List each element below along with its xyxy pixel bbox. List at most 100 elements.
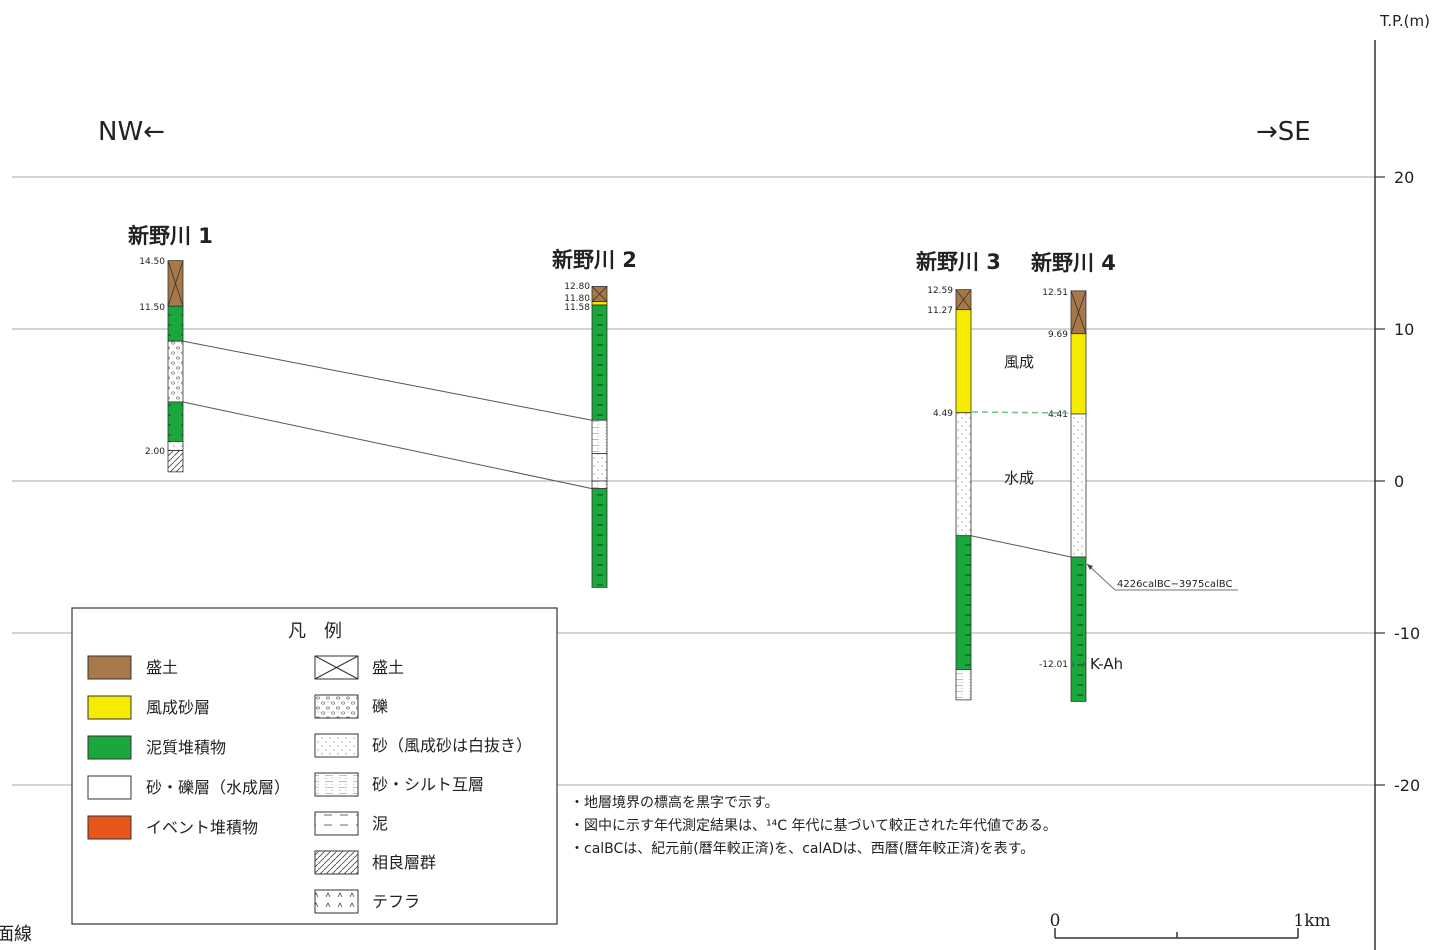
borehole-name-2: 新野川 2 bbox=[552, 248, 637, 272]
borehole-column bbox=[955, 289, 972, 701]
depth-label: 11.27 bbox=[927, 306, 953, 316]
note-line: ・地層境界の標高を黒字で示す。 bbox=[570, 794, 779, 811]
legend-label: 盛土 bbox=[146, 658, 178, 677]
note-line: ・図中に示す年代測定結果は、¹⁴C 年代に基づいて較正された年代値である。 bbox=[570, 817, 1057, 834]
layer-sand bbox=[1070, 413, 1087, 558]
layer-mud-pattern bbox=[956, 535, 971, 670]
layer-mud-pattern bbox=[168, 306, 183, 342]
depth-label: -12.01 bbox=[1039, 660, 1068, 670]
dating-arrowhead bbox=[1087, 564, 1093, 570]
axis-tick-label: 0 bbox=[1394, 472, 1404, 491]
dating-leader bbox=[1086, 563, 1116, 591]
layer-gravel bbox=[167, 340, 184, 403]
legend-title: 凡 例 bbox=[288, 621, 342, 642]
legend-pattern-sand bbox=[314, 733, 359, 758]
depth-label: 4.41 bbox=[1048, 410, 1068, 420]
depth-label: 11.50 bbox=[139, 303, 165, 313]
layer-sand bbox=[955, 412, 972, 537]
borehole-name-3: 新野川 3 bbox=[916, 250, 1001, 274]
fill-cross bbox=[591, 286, 608, 302]
legend-label: 風成砂層 bbox=[146, 698, 210, 717]
legend-swatch bbox=[87, 815, 132, 840]
fill-cross bbox=[167, 260, 184, 307]
depth-label: 2.00 bbox=[145, 447, 165, 457]
axis-tick-label: 20 bbox=[1394, 168, 1414, 187]
legend-label: 礫 bbox=[372, 697, 388, 716]
correlation-line bbox=[182, 401, 593, 490]
legend-pattern-cross bbox=[314, 655, 359, 680]
aqueous-annotation: 水成 bbox=[1004, 469, 1034, 487]
legend-swatch bbox=[87, 655, 132, 680]
depth-label: 12.80 bbox=[564, 282, 590, 292]
axis-tick-label: -20 bbox=[1394, 776, 1420, 795]
layer-sand bbox=[591, 453, 608, 482]
borehole-column bbox=[1070, 290, 1087, 702]
layer-eolian bbox=[955, 309, 972, 414]
legend-label: 相良層群 bbox=[372, 853, 436, 872]
legend-label: 泥 bbox=[372, 814, 388, 833]
layer-eolian bbox=[1070, 333, 1087, 415]
borehole-column bbox=[167, 260, 184, 473]
layer-silt bbox=[591, 480, 608, 489]
legend-label: 砂・シルト互層 bbox=[372, 775, 484, 794]
correlation-line bbox=[970, 535, 1072, 558]
scale-end: 1km bbox=[1293, 911, 1330, 931]
legend-label: 砂（風成砂は白抜き） bbox=[372, 736, 532, 755]
layer-mud-pattern bbox=[168, 401, 183, 442]
depth-label: 12.59 bbox=[927, 286, 953, 296]
legend-pattern-tephra bbox=[314, 889, 359, 914]
eolian-annotation: 風成 bbox=[1004, 353, 1034, 371]
legend-swatch bbox=[87, 735, 132, 760]
layer-mud-pattern bbox=[592, 488, 607, 588]
axis-unit-label: T.P.(m) bbox=[1379, 12, 1430, 30]
tephra-label: K-Ah bbox=[1090, 655, 1123, 673]
legend-swatch bbox=[87, 695, 132, 720]
layer-sagara bbox=[167, 450, 184, 473]
depth-label: 11.80 bbox=[564, 294, 590, 304]
elevation-ticks: 20 10 0 -10 -20 bbox=[1375, 168, 1420, 795]
axis-tick-label: 10 bbox=[1394, 320, 1414, 339]
borehole-column bbox=[591, 286, 608, 588]
layer-mud-pattern bbox=[1071, 557, 1086, 702]
borehole-name-4: 新野川 4 bbox=[1031, 251, 1116, 275]
tephra-marker bbox=[1072, 660, 1086, 667]
legend-pattern-mud bbox=[314, 811, 359, 836]
legend-pattern-swatches bbox=[314, 655, 359, 914]
legend-label: 砂・礫層（水成層） bbox=[146, 778, 290, 797]
legend-pattern-gravel bbox=[314, 694, 359, 719]
depth-label: 4.49 bbox=[933, 409, 953, 419]
borehole-name-1: 新野川 1 bbox=[128, 224, 213, 248]
corner-text: 面線 bbox=[0, 924, 32, 945]
fill-cross bbox=[955, 289, 972, 310]
direction-nw: NW← bbox=[98, 117, 165, 147]
layer-silt bbox=[955, 669, 972, 701]
depth-labels: 14.50 11.50 2.00 12.80 11.80 11.58 12.59… bbox=[139, 257, 1068, 670]
correlation-lines bbox=[182, 340, 1072, 558]
scale-start: 0 bbox=[1050, 911, 1061, 931]
legend-pattern-hatch bbox=[314, 850, 359, 875]
legend-label: 盛土 bbox=[372, 658, 404, 677]
legend-box bbox=[71, 607, 558, 925]
depth-label: 11.58 bbox=[564, 303, 590, 313]
layer-sand bbox=[167, 441, 184, 452]
dating-label: 4226calBC−3975calBC bbox=[1117, 579, 1232, 590]
direction-se: →SE bbox=[1256, 117, 1311, 147]
legend-pattern-silt bbox=[314, 772, 359, 797]
borehole-columns bbox=[167, 260, 1087, 702]
fill-cross bbox=[1070, 290, 1087, 334]
depth-label: 12.51 bbox=[1042, 288, 1068, 298]
legend-color-swatches bbox=[87, 655, 132, 840]
facies-boundary-dashed bbox=[971, 411, 1071, 414]
correlation-line bbox=[182, 340, 593, 421]
note-line: ・calBCは、紀元前(暦年較正済)を、calADは、西暦(暦年較正済)を表す。 bbox=[570, 840, 1034, 857]
scale-bar: 0 1km bbox=[1050, 911, 1331, 939]
depth-label: 9.69 bbox=[1048, 330, 1068, 340]
legend-label: 泥質堆積物 bbox=[146, 738, 226, 757]
legend-swatch bbox=[87, 775, 132, 800]
layer-eolian bbox=[591, 301, 608, 306]
legend-label: テフラ bbox=[372, 892, 420, 911]
depth-label: 14.50 bbox=[139, 257, 165, 267]
axis-tick-label: -10 bbox=[1394, 624, 1420, 643]
layer-mud-pattern bbox=[592, 304, 607, 421]
